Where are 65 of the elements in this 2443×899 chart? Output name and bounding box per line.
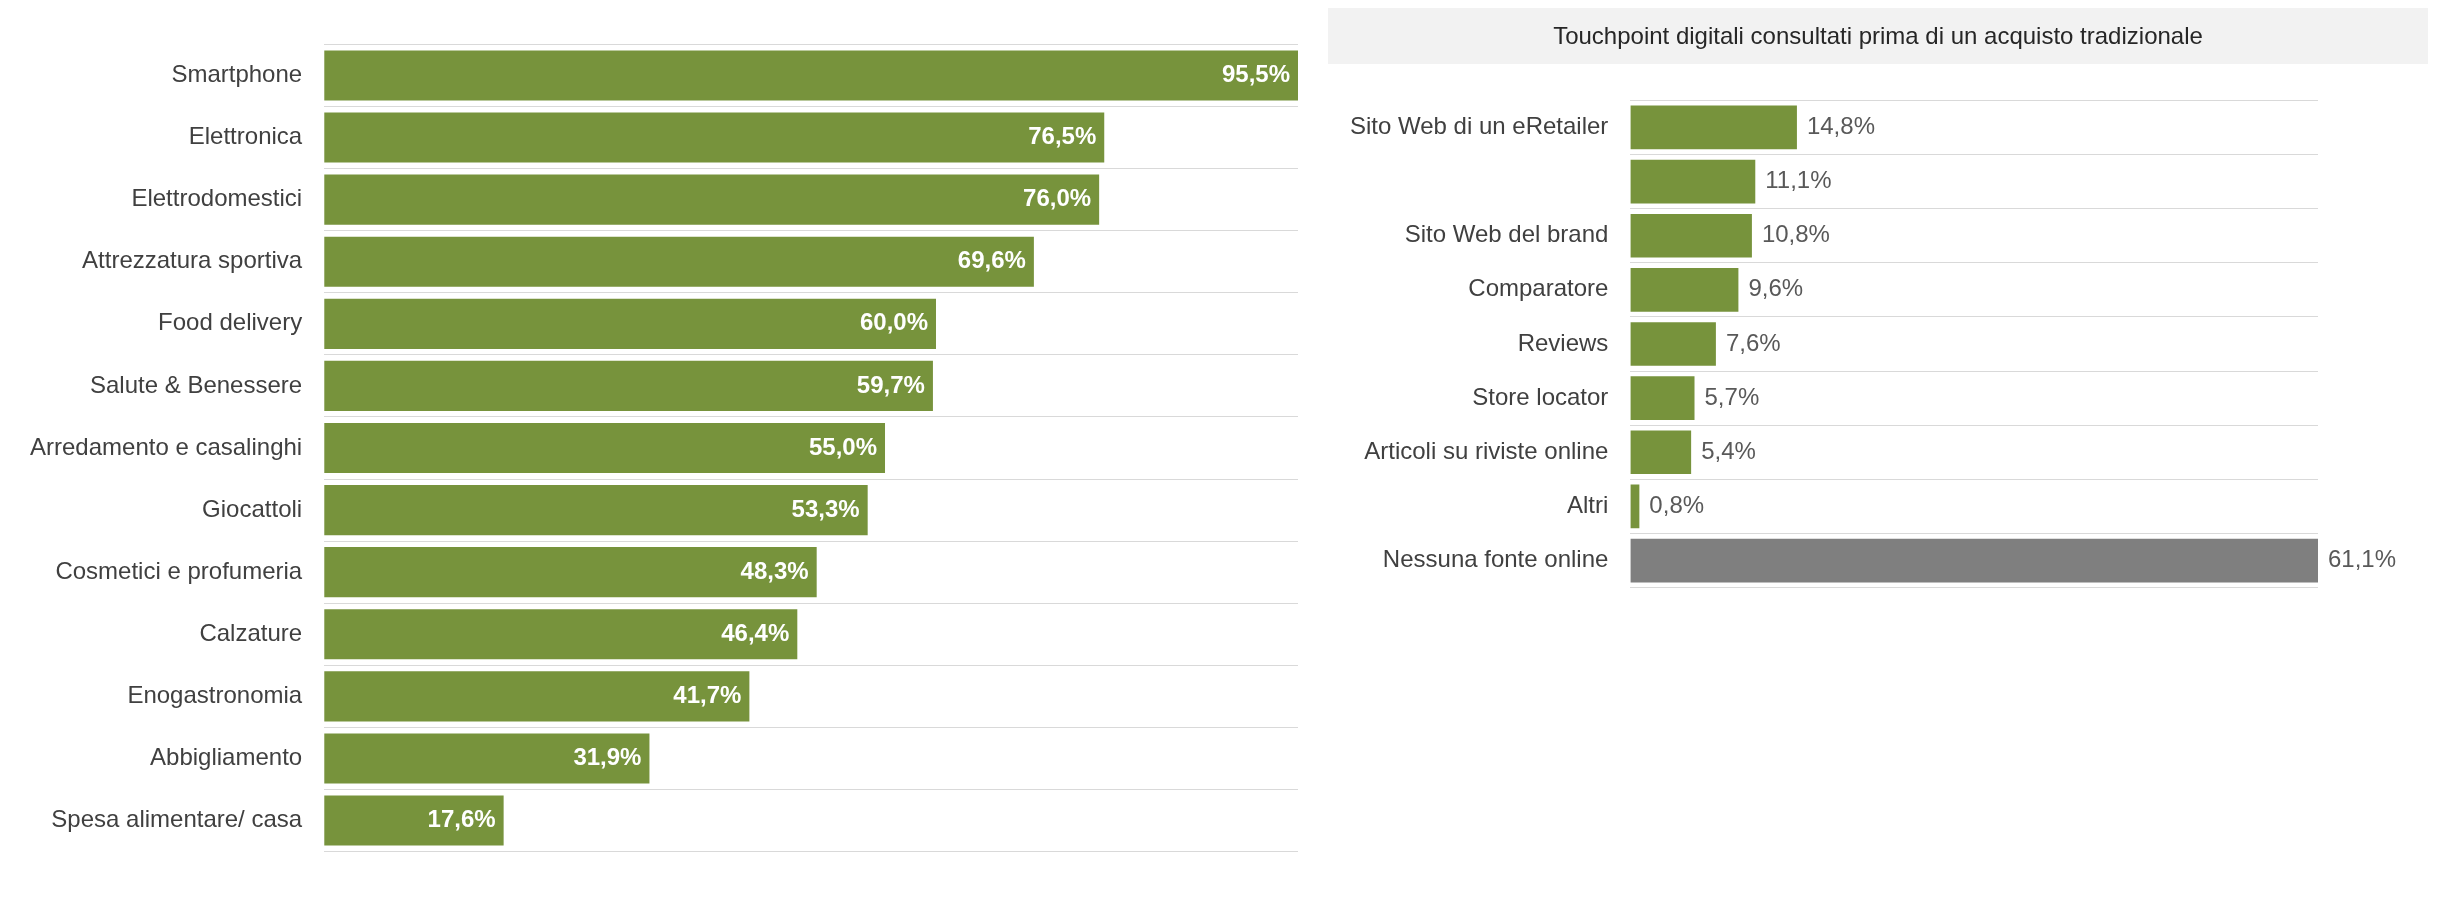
data-label: 7,6% <box>1725 328 1781 356</box>
y-tick-label: Reviews <box>1517 328 1609 356</box>
y-tick-label: Salute & Benessere <box>90 370 303 398</box>
y-tick-label: Altri <box>1567 491 1609 519</box>
bar <box>1630 376 1695 420</box>
bar <box>324 422 886 474</box>
data-label: 53,3% <box>791 494 860 522</box>
data-label: 14,8% <box>1806 112 1875 140</box>
bar <box>324 50 1298 101</box>
y-tick-label: Sito Web del brand <box>1404 220 1609 248</box>
bar <box>324 733 650 784</box>
y-tick-label: Food delivery <box>158 308 303 336</box>
data-label: 17,6% <box>427 805 496 833</box>
y-tick-label: Arredamento e casalinghi <box>30 432 303 460</box>
data-label: 41,7% <box>673 680 742 708</box>
bar <box>1630 268 1739 312</box>
bar <box>324 112 1105 163</box>
y-tick-label: Spesa alimentare/ casa <box>51 805 303 833</box>
data-label: 76,5% <box>1028 122 1097 150</box>
data-label: 10,8% <box>1761 220 1830 248</box>
y-tick-label: Enogastronomia <box>127 680 303 708</box>
y-tick-label: Attrezzatura sportiva <box>82 246 303 274</box>
bar <box>1630 105 1797 150</box>
bar <box>1630 213 1752 258</box>
bar <box>324 671 750 722</box>
data-label: 5,4% <box>1701 436 1756 464</box>
y-tick-label: Abbigliamento <box>150 743 303 771</box>
bar <box>324 298 936 349</box>
data-label: 55,0% <box>808 432 878 460</box>
data-label: 46,4% <box>721 618 790 646</box>
y-tick-label: Smartphone <box>171 60 303 88</box>
chart-title: Touchpoint digitali consultati prima di un acquisto tradizionale <box>1328 8 2428 64</box>
y-tick-label: Giocattoli <box>202 494 303 522</box>
data-label: 59,7% <box>856 370 925 398</box>
bar <box>324 485 868 536</box>
bar <box>324 547 817 598</box>
data-label: 76,0% <box>1023 184 1092 212</box>
y-tick-label: Comparatore <box>1468 274 1609 302</box>
data-label: 11,1% <box>1765 166 1832 194</box>
data-label: 69,6% <box>957 246 1026 274</box>
y-tick-label: Elettrodomestici <box>131 184 303 212</box>
y-tick-label: Cosmetici e profumeria <box>55 556 303 584</box>
data-label: 61,1% <box>2328 545 2397 573</box>
data-label: 60,0% <box>859 308 928 336</box>
bar <box>324 795 504 846</box>
y-tick-label: Nessuna fonte online <box>1382 545 1609 573</box>
y-tick-label: Articoli su riviste online <box>1364 436 1609 464</box>
data-label: 31,9% <box>573 743 642 771</box>
bar <box>324 360 933 411</box>
bar <box>324 174 1100 225</box>
y-tick-label: Calzature <box>199 618 303 646</box>
bar <box>1630 159 1756 204</box>
bar <box>324 236 1034 287</box>
data-label: 48,3% <box>740 556 809 584</box>
data-label: 0,8% <box>1649 491 1705 519</box>
bar <box>1630 322 1716 366</box>
bar <box>1630 430 1692 475</box>
data-label: 95,5% <box>1221 60 1290 88</box>
bar <box>1630 538 2318 583</box>
data-label: 5,7% <box>1704 382 1760 410</box>
y-tick-label: Sito Web di un eRetailer <box>1349 112 1609 140</box>
data-label: 9,6% <box>1748 274 1804 302</box>
y-tick-label: Store locator <box>1472 382 1609 410</box>
bar <box>324 609 798 660</box>
y-tick-label: Elettronica <box>188 122 303 150</box>
